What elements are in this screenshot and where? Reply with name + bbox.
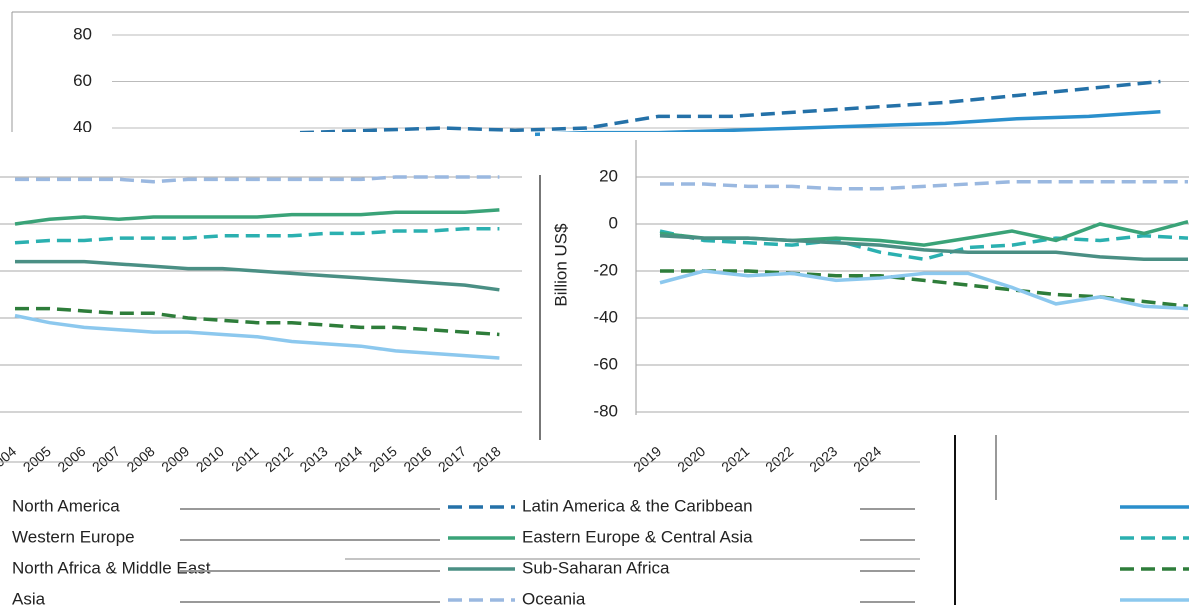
- legend-label: North Africa & Middle East: [12, 558, 211, 577]
- legend-label: Western Europe: [12, 527, 135, 546]
- x-tick-label: 2010: [193, 443, 227, 475]
- legend: North America Latin America & the Caribbe…: [0, 435, 1189, 605]
- x-tick-label: 2021: [718, 443, 752, 475]
- left-panel: 2004 2005 2006 2007 2008 2009 2010 2011 2012 2013…: [0, 132, 535, 475]
- x-tick-label: 2008: [124, 443, 158, 475]
- x-tick-label: 2005: [20, 443, 54, 475]
- legend-label: Asia: [12, 589, 46, 605]
- series-line: [659, 234, 1188, 261]
- legend-label: Eastern Europe & Central Asia: [522, 527, 753, 546]
- y-tick-label: -40: [593, 307, 618, 326]
- legend-label: Sub-Saharan Africa: [522, 558, 670, 577]
- series-line: [660, 179, 1188, 191]
- panel-background: [0, 132, 535, 442]
- x-tick-label: 2007: [89, 443, 123, 475]
- x-tick-label: 2014: [331, 443, 365, 475]
- x-tick-label: 2011: [228, 443, 262, 475]
- x-tick-label: 2018: [470, 443, 504, 475]
- y-tick-label: 60: [73, 71, 92, 90]
- x-tick-label: 2016: [400, 443, 434, 475]
- series-line: [15, 306, 500, 337]
- x-tick-label: 2024: [850, 443, 884, 475]
- y-axis-label: Billion US$: [551, 223, 570, 307]
- series-line: [14, 226, 500, 245]
- y-tick-label: -80: [593, 401, 618, 420]
- y-tick-label: -20: [593, 260, 618, 279]
- y-tick-label: 80: [73, 24, 92, 43]
- x-tick-label: 2019: [630, 443, 664, 475]
- x-tick-label: 2017: [435, 443, 469, 475]
- x-tick-label: 2006: [54, 443, 88, 475]
- series-line: [299, 79, 1161, 135]
- x-tick-label: 2023: [806, 443, 840, 475]
- legend-label: Latin America & the Caribbean: [522, 496, 753, 515]
- legend-label: North America: [12, 496, 120, 515]
- series-line: [15, 259, 500, 292]
- y-tick-label: 40: [73, 117, 92, 136]
- legend-label: Oceania: [522, 589, 586, 605]
- series-line: [659, 229, 1189, 262]
- x-tick-label: 2009: [158, 443, 192, 475]
- top-panel: 40 60 80: [11, 11, 1189, 140]
- panel-background: [540, 132, 1189, 442]
- x-tick-label: 2013: [297, 443, 331, 475]
- y-tick-label: -60: [593, 354, 618, 373]
- x-tick-label: 2015: [366, 443, 400, 475]
- y-tick-label: 20: [599, 166, 618, 185]
- x-tick-label: 2012: [262, 443, 296, 475]
- y-tick-label: 0: [609, 213, 618, 232]
- x-tick-label: 2022: [762, 443, 796, 475]
- x-tick-label: 2020: [674, 443, 708, 475]
- series-line: [659, 269, 1189, 311]
- series-line: [15, 175, 500, 184]
- right-panel: Billion US$ -80 -60 -40 -20 0 20 2019 2020 2021 2…: [539, 132, 1189, 475]
- series-line: [14, 313, 500, 360]
- series-line: [14, 208, 500, 226]
- x-tick-label: 2004: [0, 443, 19, 475]
